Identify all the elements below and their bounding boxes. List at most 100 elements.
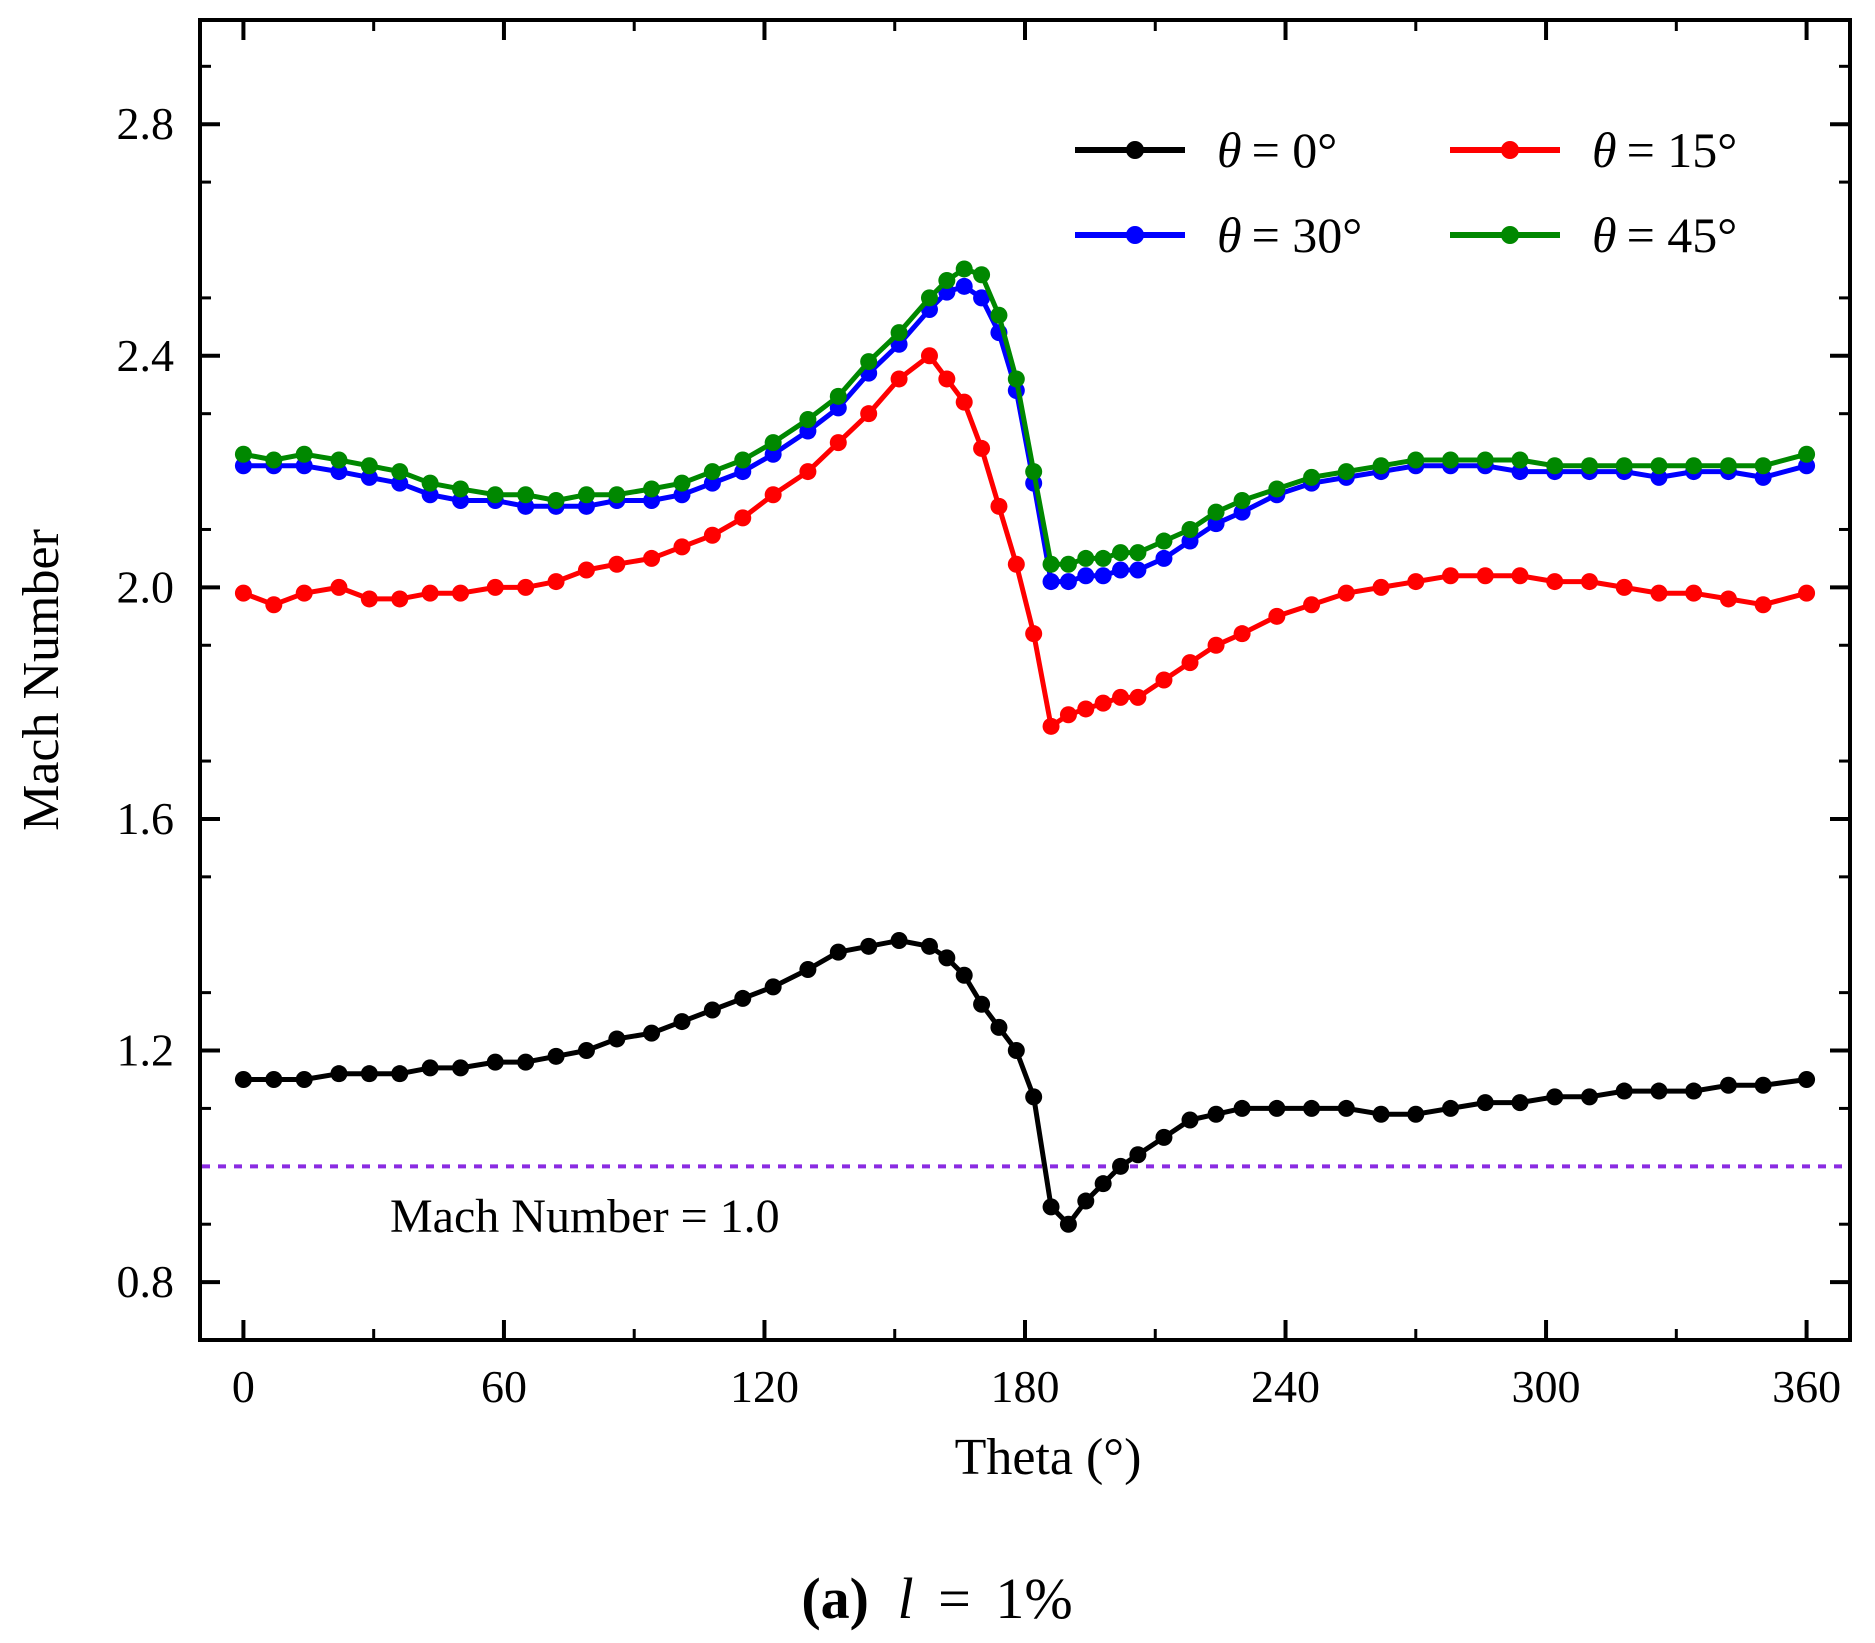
data-point	[265, 451, 283, 469]
data-point	[1007, 370, 1025, 388]
data-point	[1546, 1088, 1564, 1106]
data-point	[1129, 544, 1147, 562]
data-point	[1207, 636, 1225, 654]
legend-value: = 45°	[1627, 207, 1738, 263]
data-point	[1754, 1076, 1772, 1094]
data-point	[1077, 700, 1095, 718]
caption-param: l	[897, 1566, 913, 1631]
data-point	[973, 995, 991, 1013]
data-point	[1476, 567, 1494, 585]
data-point	[1615, 1082, 1633, 1100]
data-point	[643, 1024, 661, 1042]
data-point	[1059, 555, 1077, 573]
data-point	[829, 434, 847, 452]
data-point	[1112, 561, 1130, 579]
data-point	[955, 260, 973, 278]
y-tick-label: 2.8	[117, 98, 175, 149]
data-point	[421, 1059, 439, 1077]
data-point	[764, 434, 782, 452]
data-point	[990, 1018, 1008, 1036]
legend-symbol: θ	[1217, 207, 1242, 263]
data-point	[452, 584, 470, 602]
data-point	[1337, 584, 1355, 602]
data-point	[955, 277, 973, 295]
data-point	[973, 266, 991, 284]
data-point	[295, 584, 313, 602]
series-1	[234, 347, 1816, 735]
data-point	[1129, 1146, 1147, 1164]
x-tick-label: 180	[991, 1361, 1060, 1412]
data-point	[973, 439, 991, 457]
data-point	[799, 960, 817, 978]
reference-line-label: Mach Number = 1.0	[390, 1190, 780, 1243]
data-point	[486, 486, 504, 504]
data-point	[391, 1065, 409, 1083]
data-point	[234, 1070, 252, 1088]
data-point	[1077, 567, 1095, 585]
data-point	[547, 492, 565, 510]
minor-ticks	[200, 20, 1850, 1342]
y-tick-labels: 0.8 1.2 1.6 2.0 2.4 2.8	[117, 98, 175, 1307]
data-point	[990, 306, 1008, 324]
data-point	[1233, 1099, 1251, 1117]
data-point	[421, 584, 439, 602]
data-point	[1059, 706, 1077, 724]
legend-label: θ = 0°	[1217, 122, 1337, 178]
data-point	[920, 289, 938, 307]
data-point	[1580, 1088, 1598, 1106]
legend-swatch-marker	[1126, 226, 1144, 244]
series-line	[242, 353, 1808, 729]
legend-symbol: θ	[1217, 122, 1242, 178]
data-point	[1407, 573, 1425, 591]
data-point	[517, 1053, 535, 1071]
data-point	[1580, 573, 1598, 591]
data-point	[1077, 1192, 1095, 1210]
legend-label: θ = 30°	[1217, 207, 1362, 263]
data-point	[1007, 1042, 1025, 1060]
data-point	[990, 497, 1008, 515]
data-point	[1476, 451, 1494, 469]
data-point	[1615, 457, 1633, 475]
data-point	[938, 272, 956, 290]
data-point	[1650, 1082, 1668, 1100]
data-point	[799, 410, 817, 428]
legend-swatch-marker	[1501, 226, 1519, 244]
data-point	[1155, 671, 1173, 689]
data-point	[1059, 573, 1077, 591]
data-point	[1129, 688, 1147, 706]
data-point	[1042, 1198, 1060, 1216]
data-point	[391, 590, 409, 608]
data-point	[703, 1001, 721, 1019]
data-point	[1685, 1082, 1703, 1100]
data-point	[1511, 567, 1529, 585]
data-point	[1685, 457, 1703, 475]
data-point	[1042, 555, 1060, 573]
x-tick-label: 360	[1772, 1361, 1841, 1412]
y-tick-label: 0.8	[117, 1256, 175, 1307]
data-point	[1511, 1094, 1529, 1112]
data-point	[1268, 607, 1286, 625]
data-point	[1685, 584, 1703, 602]
data-point	[1546, 457, 1564, 475]
data-point	[608, 486, 626, 504]
major-ticks	[200, 20, 1850, 1340]
data-point	[955, 966, 973, 984]
data-point	[1372, 1105, 1390, 1123]
data-point	[860, 937, 878, 955]
data-point	[1511, 451, 1529, 469]
legend-symbol: θ	[1592, 122, 1617, 178]
data-point	[547, 1047, 565, 1065]
data-point	[829, 387, 847, 405]
x-tick-label: 300	[1512, 1361, 1581, 1412]
legend-label: θ = 15°	[1592, 122, 1737, 178]
figure-caption: (a) l = 1%	[801, 1566, 1072, 1631]
data-point	[1094, 549, 1112, 567]
data-point	[1650, 457, 1668, 475]
data-point	[955, 393, 973, 411]
series-3	[234, 260, 1816, 573]
data-point	[1129, 561, 1147, 579]
x-axis-title: Theta (°)	[955, 1429, 1142, 1486]
caption-value: 1%	[995, 1566, 1072, 1631]
data-point	[1181, 1111, 1199, 1129]
data-point	[1407, 451, 1425, 469]
